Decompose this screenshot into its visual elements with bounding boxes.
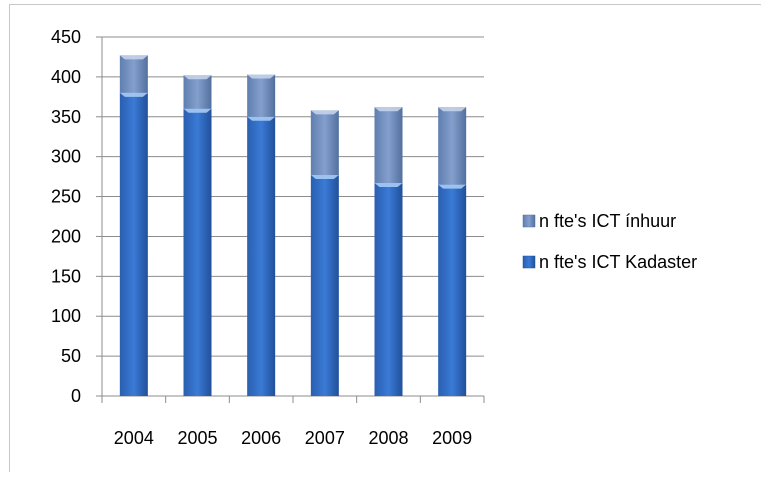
bar-segment	[374, 182, 403, 396]
y-tick-label: 300	[51, 147, 81, 167]
legend-swatch	[522, 255, 536, 269]
y-tick-label: 50	[61, 346, 81, 366]
chart-frame	[9, 4, 761, 472]
axes	[96, 36, 485, 403]
y-tick-label: 0	[71, 386, 81, 406]
bar-bevel	[119, 92, 148, 97]
y-tick-label: 200	[51, 226, 81, 246]
legend-label: n fte's ICT ínhuur	[539, 211, 676, 231]
y-tick-label: 150	[51, 266, 81, 286]
gridlines	[102, 36, 484, 357]
x-tick-label: 2004	[114, 428, 154, 448]
bar-segment	[119, 92, 148, 396]
bar-segment	[183, 108, 212, 397]
bar-segment	[247, 74, 276, 117]
bar-segment	[183, 75, 212, 109]
bar-segment	[310, 110, 339, 176]
tick-labels: 0 50 100 150 200 250 300 350 400 450 2004 2005 2006 2…	[51, 27, 472, 448]
x-tick-label: 2009	[432, 428, 472, 448]
bar-segment	[119, 55, 148, 93]
bars	[119, 55, 467, 397]
bar-bevel	[183, 108, 212, 113]
y-tick-label: 350	[51, 107, 81, 127]
bar-bevel	[247, 74, 276, 79]
bar-bevel	[374, 182, 403, 187]
bar-bevel	[438, 184, 467, 189]
y-tick-label: 250	[51, 187, 81, 207]
y-tick-label: 400	[51, 67, 81, 87]
x-tick-label: 2008	[368, 428, 408, 448]
x-tick-label: 2005	[177, 428, 217, 448]
x-tick-label: 2006	[241, 428, 281, 448]
bar-bevel	[374, 107, 403, 112]
bar-bevel	[310, 110, 339, 115]
bar-segment	[310, 175, 339, 396]
legend-label: n fte's ICT Kadaster	[539, 252, 697, 272]
bar-bevel	[247, 116, 276, 121]
bar-bevel	[119, 55, 148, 60]
bar-segment	[438, 184, 467, 396]
bar-bevel	[438, 107, 467, 112]
bar-bevel	[310, 175, 339, 180]
legend-swatch	[522, 214, 536, 228]
y-tick-label: 450	[51, 27, 81, 47]
bar-bevel	[183, 75, 212, 80]
bar-segment	[438, 107, 467, 185]
legend: n fte's ICT ínhuur n fte's ICT Kadaster	[522, 211, 697, 272]
x-tick-label: 2007	[305, 428, 345, 448]
bar-segment	[247, 116, 276, 397]
y-tick-label: 100	[51, 306, 81, 326]
bar-segment	[374, 107, 403, 183]
